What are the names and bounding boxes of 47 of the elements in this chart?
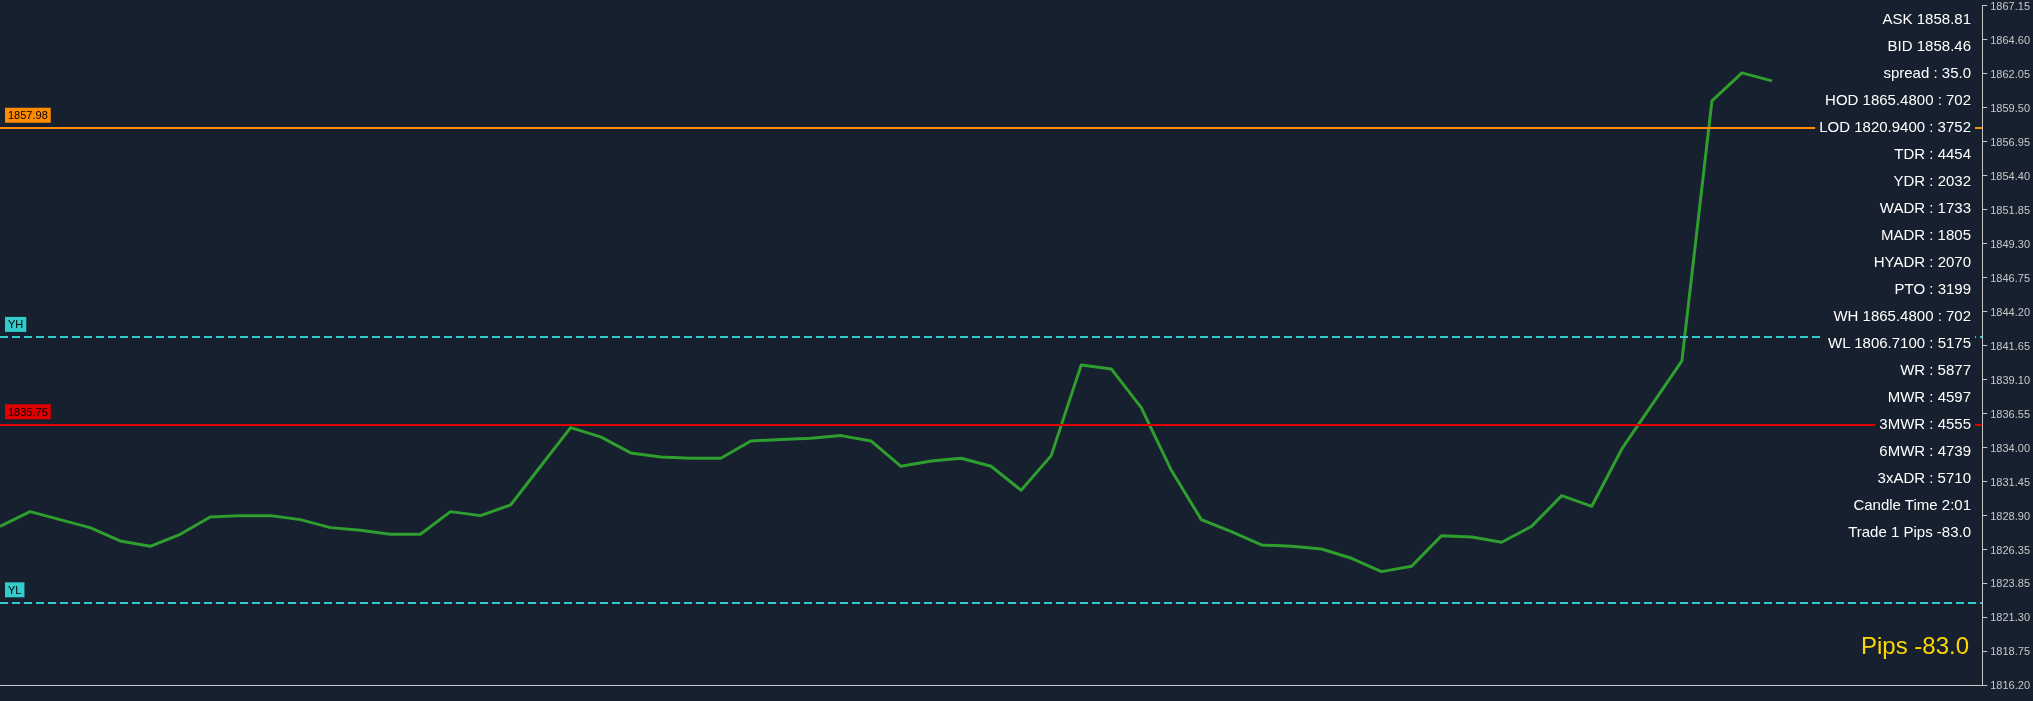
y-tick-label: 1862.05 (1990, 67, 2030, 80)
annotation: MADR : 1805 (1880, 226, 1971, 243)
y-tick-label: 1851.85 (1990, 203, 2030, 216)
annotation: WR : 5877 (1900, 361, 1971, 378)
y-tick-label: 1846.75 (1990, 271, 2030, 284)
annotation: 3xADR : 5710 (1877, 469, 1971, 486)
annotation: 3MWR : 4555 (1879, 415, 1971, 432)
annotation: TDR : 4454 (1894, 145, 1971, 162)
annotation: WL 1806.7100 : 5175 (1828, 334, 1971, 351)
annotation: PTO : 3199 (1894, 280, 1971, 297)
annotation: Trade 1 Pips -83.0 (1848, 523, 1971, 540)
ref-line-label: YL (8, 583, 22, 596)
annotation: ASK 1858.81 (1882, 10, 1971, 27)
annotation: WH 1865.4800 : 702 (1833, 307, 1971, 324)
annotation: WADR : 1733 (1879, 199, 1971, 216)
y-tick-label: 1818.75 (1990, 644, 2030, 657)
y-tick-label: 1828.90 (1990, 509, 2030, 522)
ref-line-label: 1857.98 (8, 109, 48, 122)
annotation: spread : 35.0 (1883, 64, 1971, 81)
y-tick-label: 1849.30 (1990, 237, 2030, 250)
y-tick-label: 1867.15 (1990, 0, 2030, 12)
line-series (0, 71, 1774, 574)
annotation: Candle Time 2:01 (1853, 496, 1971, 513)
annotation: MWR : 4597 (1887, 388, 1971, 405)
y-tick-label: 1844.20 (1990, 305, 2030, 318)
annotation: HYADR : 2070 (1873, 253, 1971, 270)
annotation: Pips -83.0 (1860, 631, 1969, 659)
y-tick-label: 1816.20 (1990, 679, 2030, 691)
y-tick-label: 1836.55 (1990, 407, 2030, 420)
ref-line-label: YH (8, 318, 24, 331)
y-tick-label: 1834.00 (1990, 441, 2030, 454)
y-tick-label: 1823.85 (1990, 576, 2030, 589)
y-tick-label: 1839.10 (1990, 373, 2030, 386)
annotation: 6MWR : 4739 (1879, 442, 1971, 459)
annotation: YDR : 2032 (1893, 172, 1971, 189)
y-tick-label: 1854.40 (1990, 169, 2030, 182)
annotation: BID 1858.46 (1887, 37, 1971, 54)
annotation: HOD 1865.4800 : 702 (1825, 91, 1971, 108)
y-tick-label: 1821.30 (1990, 610, 2030, 623)
annotation: LOD 1820.9400 : 3752 (1819, 118, 1971, 135)
y-tick-label: 1831.45 (1990, 475, 2030, 488)
y-tick-label: 1859.50 (1990, 101, 2030, 114)
y-tick-label: 1864.60 (1990, 33, 2030, 46)
y-tick-label: 1826.35 (1990, 543, 2030, 556)
y-tick-label: 1841.65 (1990, 339, 2030, 352)
ref-line-label: 1835.75 (8, 405, 48, 418)
y-tick-label: 1856.95 (1990, 135, 2030, 148)
